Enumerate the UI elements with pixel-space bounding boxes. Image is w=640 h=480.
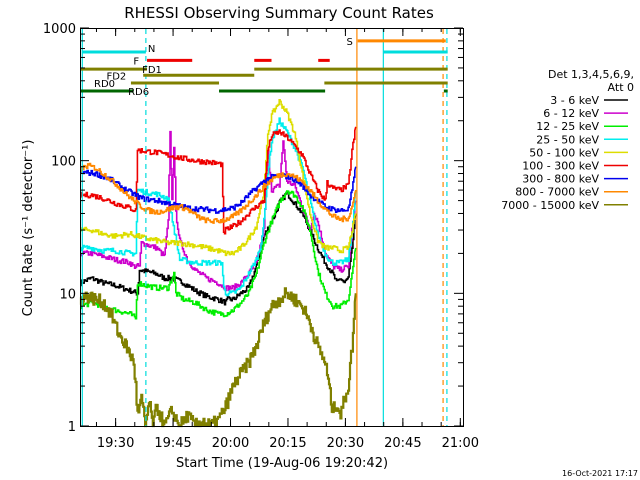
legend-label-7: 300 - 800 keV — [522, 173, 599, 186]
legend-header-line-2: Att 0 — [608, 81, 634, 94]
x-tick-label-4: 20:15 — [269, 436, 306, 451]
series-line-3 — [80, 190, 357, 320]
series-line-1 — [80, 191, 357, 306]
flag-label-s: S — [346, 37, 352, 48]
generation-timestamp: 16-Oct-2021 17:17 — [562, 469, 638, 478]
flag-label-n: N — [148, 44, 155, 55]
x-tick-label-2: 19:45 — [154, 436, 191, 451]
x-tick-label-3: 20:00 — [212, 436, 249, 451]
y-tick-label-1: 1 — [68, 420, 76, 435]
legend-label-8: 800 - 7000 keV — [515, 186, 599, 199]
flag-label-fd1: FD1 — [142, 65, 162, 76]
x-tick-label-1: 19:30 — [97, 436, 134, 451]
y-tick-label-3: 100 — [51, 155, 76, 170]
legend-label-6: 100 - 300 keV — [522, 160, 599, 173]
x-tick-label-5: 20:30 — [327, 436, 364, 451]
series-line-8 — [80, 162, 357, 224]
series-line-6 — [80, 126, 357, 235]
series-line-5 — [80, 99, 357, 257]
y-tick-label-4: 1000 — [43, 22, 76, 37]
x-tick-label-6: 20:45 — [384, 436, 421, 451]
chart-title: RHESSI Observing Summary Count Rates — [124, 4, 434, 22]
legend-label-9: 7000 - 15000 keV — [501, 199, 599, 212]
axis-ticks: 19:30 19:45 20:00 20:15 20:30 20:45 21:00 1 10 10… — [43, 22, 479, 451]
plot-frame — [80, 28, 464, 427]
series-line-9 — [79, 287, 357, 428]
legend-label-3: 12 - 25 keV — [536, 120, 599, 133]
flag-label-fd2: FD2 — [106, 71, 126, 82]
legend-label-1: 3 - 6 keV — [550, 94, 599, 107]
legend-label-4: 25 - 50 keV — [536, 133, 599, 146]
flag-label-rd6: RD6 — [128, 87, 149, 98]
series-line-4 — [80, 117, 357, 297]
legend-label-2: 6 - 12 keV — [543, 107, 599, 120]
series-line-2 — [80, 130, 357, 292]
y-axis-label: Count Rate (s⁻¹ detector⁻¹) — [21, 140, 36, 317]
legend-label-5: 50 - 100 keV — [529, 146, 599, 159]
y-tick-label-2: 10 — [59, 287, 76, 302]
legend-header-line-1: Det 1,3,4,5,6,9, — [548, 68, 634, 81]
x-axis-label: Start Time (19-Aug-06 19:20:42) — [176, 456, 388, 471]
flag-label-rd0: RD0 — [94, 79, 115, 90]
x-tick-label-7: 21:00 — [442, 436, 479, 451]
flag-label-f: F — [133, 56, 139, 67]
